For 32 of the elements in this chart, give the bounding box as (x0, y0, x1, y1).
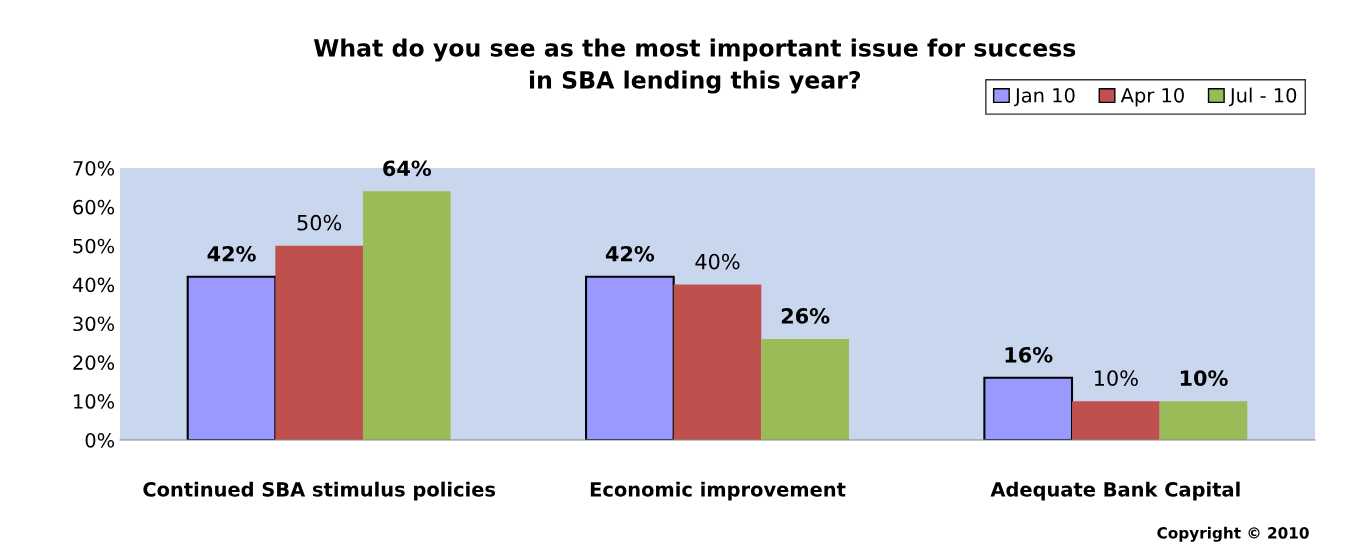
y-tick-label: 20% (73, 355, 115, 370)
data-label: 64% (383, 160, 432, 177)
x-tick-label: Continued SBA stimulus policies (143, 481, 496, 501)
bar (275, 245, 363, 440)
bar (1072, 401, 1160, 440)
data-label: 50% (297, 214, 342, 231)
data-label: 10% (1094, 370, 1138, 386)
bar (761, 338, 849, 440)
data-label: 26% (781, 308, 830, 324)
y-tick-label: 0% (85, 432, 115, 448)
y-tick-label: 60% (73, 199, 115, 215)
data-label: 10% (1180, 370, 1228, 386)
x-tick-label: Economic improvement (590, 481, 846, 501)
y-tick-label: 50% (73, 238, 115, 254)
text: Copyright © 2010 (1157, 526, 1309, 542)
x-tick-label: Adequate Bank Capital (990, 481, 1240, 501)
legend-label: Apr 10 (1120, 87, 1184, 107)
bar (673, 284, 762, 440)
bar (1159, 401, 1248, 440)
bar (983, 376, 1074, 440)
data-label: 40% (695, 253, 740, 270)
bar (362, 191, 451, 440)
y-tick-label: 40% (72, 277, 115, 293)
y-tick-label: 10% (74, 394, 115, 409)
data-label: 16% (1005, 346, 1053, 363)
y-tick-label: 70% (73, 160, 115, 176)
bar (186, 275, 277, 440)
data-label: 42% (207, 245, 256, 262)
y-tick-label: 30% (73, 316, 115, 332)
data-label: 42% (605, 245, 655, 262)
legend-label: Jul - 10 (1228, 87, 1297, 107)
bar (585, 275, 675, 440)
